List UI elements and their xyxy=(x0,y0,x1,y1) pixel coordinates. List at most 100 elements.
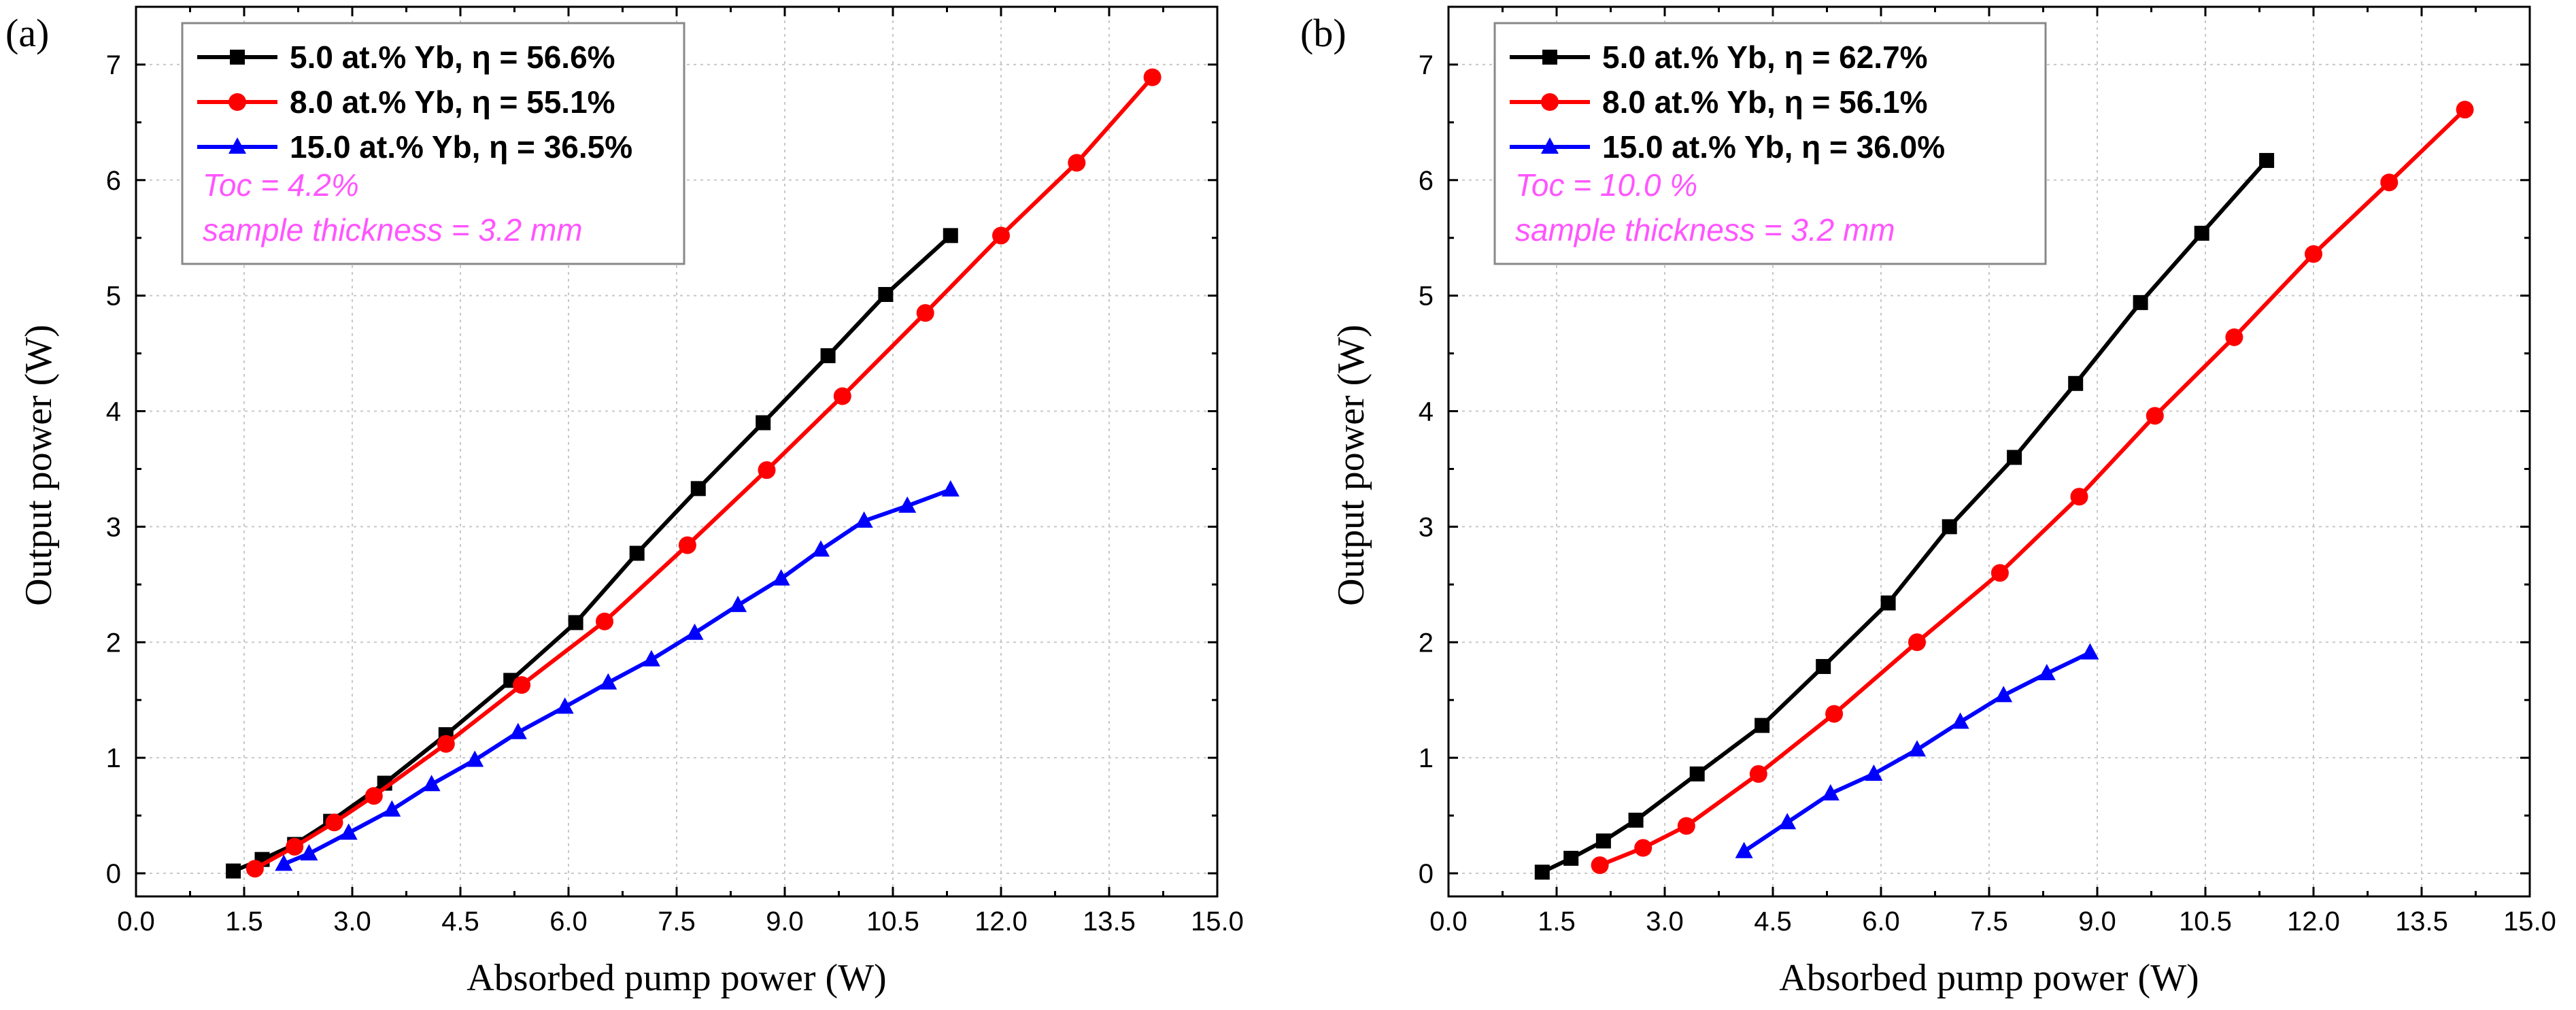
y-tick-label: 4 xyxy=(1419,397,1434,427)
data-point xyxy=(1634,839,1653,857)
data-point xyxy=(898,496,917,513)
data-point xyxy=(286,837,304,856)
panel-label: (a) xyxy=(5,11,49,55)
data-point xyxy=(245,860,264,878)
data-point xyxy=(1591,856,1609,875)
data-point xyxy=(941,480,960,497)
data-point xyxy=(365,787,383,805)
x-tick-label: 3.0 xyxy=(1646,907,1684,937)
legend-marker xyxy=(228,137,246,154)
data-point xyxy=(1563,850,1579,866)
data-point xyxy=(1942,519,1957,535)
legend-marker xyxy=(1542,50,1557,65)
data-point xyxy=(2259,152,2275,168)
y-tick-label: 5 xyxy=(1419,282,1434,312)
data-point xyxy=(729,595,747,612)
y-tick-label: 7 xyxy=(1419,50,1434,80)
data-point xyxy=(1534,864,1550,880)
data-point xyxy=(437,735,455,753)
series-square xyxy=(1534,152,2275,880)
panel-a: 0.0 1.5 3.0 4.5 6.0 7.5 9.0 10.5 12.0 13.5 15.0 0 1 2… xyxy=(5,5,1244,999)
data-point xyxy=(1825,705,1844,723)
data-point xyxy=(878,286,894,302)
legend-marker xyxy=(228,93,246,111)
legend-marker xyxy=(1541,137,1559,154)
x-tick-label: 12.0 xyxy=(2287,907,2340,937)
data-point xyxy=(2070,488,2088,506)
data-point xyxy=(325,813,343,832)
x-tick-label: 1.5 xyxy=(225,907,263,937)
data-point xyxy=(1677,817,1695,835)
y-tick-label: 2 xyxy=(1419,628,1434,658)
y-tick-label: 0 xyxy=(1419,859,1434,889)
data-point xyxy=(275,854,293,871)
legend: 5.0 at.% Yb, η = 56.6% 8.0 at.% Yb, η = 5… xyxy=(181,22,685,265)
data-point xyxy=(772,569,790,586)
legend-note: sample thickness = 3.2 mm xyxy=(1515,212,1895,248)
data-point xyxy=(833,387,851,405)
data-point xyxy=(2133,294,2148,310)
series-triangle xyxy=(1735,643,2099,858)
data-point xyxy=(678,536,696,554)
legend-entry: 8.0 at.% Yb, η = 55.1% xyxy=(290,84,615,120)
x-tick-label: 7.5 xyxy=(1970,907,2008,937)
legend-box xyxy=(181,22,685,265)
data-point xyxy=(820,348,836,364)
y-tick-label: 3 xyxy=(106,512,121,542)
y-tick-label: 0 xyxy=(106,859,121,889)
y-tick-label: 1 xyxy=(106,743,121,773)
data-point xyxy=(642,650,660,667)
data-point xyxy=(2225,328,2243,346)
x-tick-label: 7.5 xyxy=(658,907,696,937)
data-point xyxy=(1990,564,2009,582)
y-tick-label: 2 xyxy=(106,628,121,658)
y-tick-label: 7 xyxy=(106,50,121,80)
data-point xyxy=(1143,68,1162,86)
series-line xyxy=(283,488,951,866)
data-point xyxy=(556,697,574,714)
data-point xyxy=(812,540,830,557)
x-tick-label: 6.0 xyxy=(549,907,588,937)
legend-note: Toc = 4.2% xyxy=(203,167,359,203)
x-tick-label: 9.0 xyxy=(2078,907,2116,937)
data-point xyxy=(1865,764,1883,781)
data-point xyxy=(2146,407,2164,425)
x-tick-label: 1.5 xyxy=(1538,907,1576,937)
x-tick-label: 4.5 xyxy=(1754,907,1792,937)
legend-note: sample thickness = 3.2 mm xyxy=(203,212,583,248)
data-point xyxy=(1749,764,1767,783)
data-point xyxy=(2194,225,2209,241)
legend-entry: 15.0 at.% Yb, η = 36.0% xyxy=(1602,129,1945,165)
data-point xyxy=(943,228,958,243)
data-point xyxy=(1735,841,1753,858)
y-tick-label: 3 xyxy=(1419,512,1434,542)
data-point xyxy=(339,823,358,840)
data-point xyxy=(1689,766,1705,781)
x-tick-label: 15.0 xyxy=(2503,907,2556,937)
data-point xyxy=(992,226,1010,245)
data-point xyxy=(2037,664,2056,681)
data-point xyxy=(629,545,645,561)
panel-label: (b) xyxy=(1300,11,1346,55)
data-point xyxy=(916,304,934,322)
x-tick-label: 3.0 xyxy=(333,907,371,937)
data-point xyxy=(568,615,583,630)
data-point xyxy=(1880,595,1896,611)
data-point xyxy=(513,676,531,694)
data-point xyxy=(685,623,704,640)
data-point xyxy=(855,511,873,528)
legend: 5.0 at.% Yb, η = 62.7% 8.0 at.% Yb, η = 5… xyxy=(1493,22,2047,265)
y-tick-label: 1 xyxy=(1419,743,1434,773)
x-tick-label: 12.0 xyxy=(975,907,1028,937)
data-point xyxy=(466,750,484,767)
series-triangle xyxy=(275,480,960,871)
series-circle xyxy=(245,68,1162,878)
data-point xyxy=(300,844,318,861)
legend-marker xyxy=(1541,93,1559,111)
x-tick-label: 10.5 xyxy=(866,907,919,937)
data-point xyxy=(2380,173,2399,192)
data-point xyxy=(509,722,527,739)
x-tick-label: 9.0 xyxy=(766,907,804,937)
data-point xyxy=(690,481,706,496)
data-point xyxy=(1755,718,1770,733)
